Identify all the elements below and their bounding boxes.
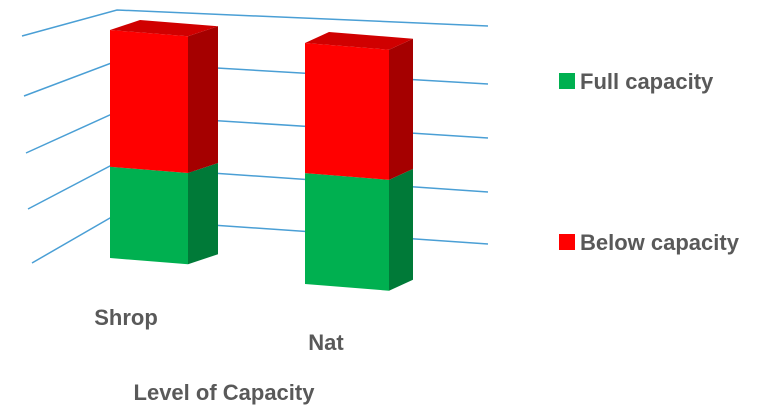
bar-shrop-full-capacity <box>110 166 188 265</box>
gridline-0 <box>21 9 489 37</box>
legend-swatch-full-capacity <box>559 73 575 89</box>
bar-side-nat-below-capacity <box>389 38 413 180</box>
legend-item-full-capacity: Full capacity <box>559 69 714 94</box>
gridline-2 <box>25 113 489 154</box>
bar-nat-below-capacity <box>305 43 389 180</box>
gridlines <box>21 9 489 264</box>
category-labels: Shrop Nat <box>94 305 344 355</box>
category-label-nat: Nat <box>308 330 344 355</box>
bar-side-nat-full-capacity <box>389 168 413 291</box>
legend-label-below-capacity: Below capacity <box>580 230 740 255</box>
bar-top-shrop <box>110 20 218 37</box>
bar-shrop-below-capacity <box>110 30 188 174</box>
bar-nat-full-capacity <box>305 173 389 291</box>
gridline-4 <box>31 217 489 264</box>
legend-item-below-capacity: Below capacity <box>559 230 740 255</box>
gridline-3 <box>27 165 489 210</box>
bar-side-shrop-full-capacity <box>188 163 218 265</box>
legend-label-full-capacity: Full capacity <box>580 69 714 94</box>
bars <box>110 20 413 291</box>
bar-side-shrop-below-capacity <box>188 26 218 174</box>
category-label-shrop: Shrop <box>94 305 158 330</box>
x-axis-title: Level of Capacity <box>134 380 316 405</box>
gridline-1 <box>23 61 489 97</box>
legend-swatch-below-capacity <box>559 234 575 250</box>
legend: Full capacity Below capacity <box>559 69 740 255</box>
bar-top-nat <box>305 32 413 50</box>
